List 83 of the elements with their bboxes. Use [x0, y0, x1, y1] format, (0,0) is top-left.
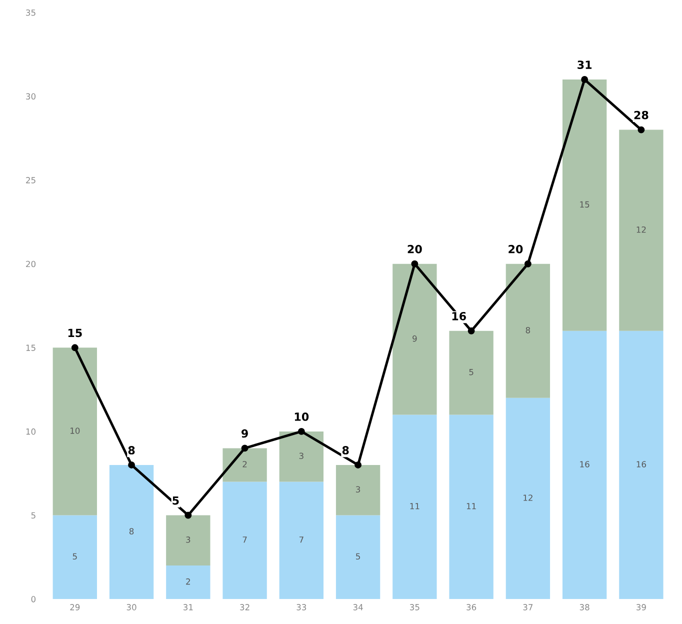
data-label: 15 — [68, 328, 82, 338]
data-label: 2 — [242, 461, 247, 468]
y-tick-label: 5 — [31, 512, 36, 519]
bar — [392, 414, 437, 600]
data-label: 3 — [299, 452, 304, 460]
data-label: 10 — [70, 428, 80, 434]
x-tick-label: 32 — [240, 604, 250, 610]
point — [184, 512, 192, 519]
bar — [392, 264, 437, 415]
data-label: 5 — [356, 553, 360, 560]
y-tick-label: 35 — [26, 9, 36, 16]
data-label: 5 — [469, 369, 474, 376]
data-label: 9 — [412, 335, 417, 342]
x-tick-label: 30 — [126, 604, 136, 610]
bar — [109, 464, 154, 600]
point — [524, 260, 532, 268]
bar — [279, 431, 324, 482]
bar — [166, 566, 210, 600]
data-label: 8 — [128, 446, 135, 454]
bar — [279, 482, 324, 600]
bar — [449, 414, 494, 600]
data-label: 20 — [408, 244, 422, 254]
data-label: 10 — [294, 412, 309, 421]
data-label: 12 — [636, 226, 646, 233]
bar — [52, 515, 97, 600]
y-tick-label: 25 — [26, 177, 36, 184]
y-tick-label: 20 — [26, 260, 36, 268]
bar — [562, 330, 607, 600]
data-label: 16 — [636, 461, 646, 468]
x-tick-label: 31 — [183, 604, 193, 610]
data-label: 9 — [242, 429, 248, 438]
x-tick-label: 35 — [410, 604, 420, 610]
data-label: 15 — [580, 201, 590, 208]
data-label: 28 — [634, 110, 648, 120]
bar — [619, 330, 664, 600]
bar — [166, 515, 210, 566]
data-label: 8 — [526, 327, 530, 334]
bar — [506, 264, 550, 398]
data-label: 5 — [72, 553, 77, 560]
y-tick-label: 15 — [26, 344, 36, 351]
bar — [506, 398, 550, 600]
bar — [336, 515, 380, 600]
point — [128, 461, 135, 468]
point — [581, 76, 588, 83]
x-tick-label: 33 — [296, 604, 306, 610]
data-label: 20 — [508, 244, 523, 254]
data-label: 2 — [186, 578, 190, 585]
point — [468, 327, 475, 334]
point — [241, 444, 248, 452]
data-label: 3 — [356, 486, 360, 493]
bar — [336, 464, 380, 516]
x-tick-label: 29 — [70, 604, 80, 610]
y-tick-label: 10 — [26, 428, 36, 435]
x-tick-label: 36 — [466, 604, 476, 610]
point — [354, 461, 362, 468]
data-label: 16 — [580, 461, 590, 468]
y-tick-label: 0 — [31, 596, 36, 602]
point — [71, 344, 78, 352]
data-label: 12 — [524, 494, 532, 501]
data-label: 8 — [129, 528, 134, 534]
data-label: 16 — [452, 312, 466, 320]
x-tick-label: 38 — [580, 604, 590, 610]
data-label: 5 — [172, 496, 179, 505]
x-tick-label: 37 — [523, 604, 533, 610]
point — [411, 260, 418, 268]
data-label: 11 — [466, 503, 476, 510]
bar — [52, 348, 97, 516]
data-label: 8 — [342, 446, 349, 454]
data-label: 3 — [186, 536, 190, 543]
data-label: 11 — [410, 503, 420, 510]
bar — [562, 80, 607, 331]
bar — [449, 330, 494, 415]
y-tick-label: 30 — [26, 93, 36, 100]
bar — [222, 482, 267, 600]
x-tick-label: 39 — [636, 604, 646, 610]
bar — [222, 448, 267, 482]
data-label: 31 — [578, 60, 592, 69]
data-label: 7 — [299, 536, 304, 543]
x-tick-label: 34 — [353, 604, 363, 610]
data-label: 7 — [242, 536, 247, 543]
point — [638, 126, 645, 134]
point — [298, 428, 305, 435]
bar — [619, 130, 664, 331]
